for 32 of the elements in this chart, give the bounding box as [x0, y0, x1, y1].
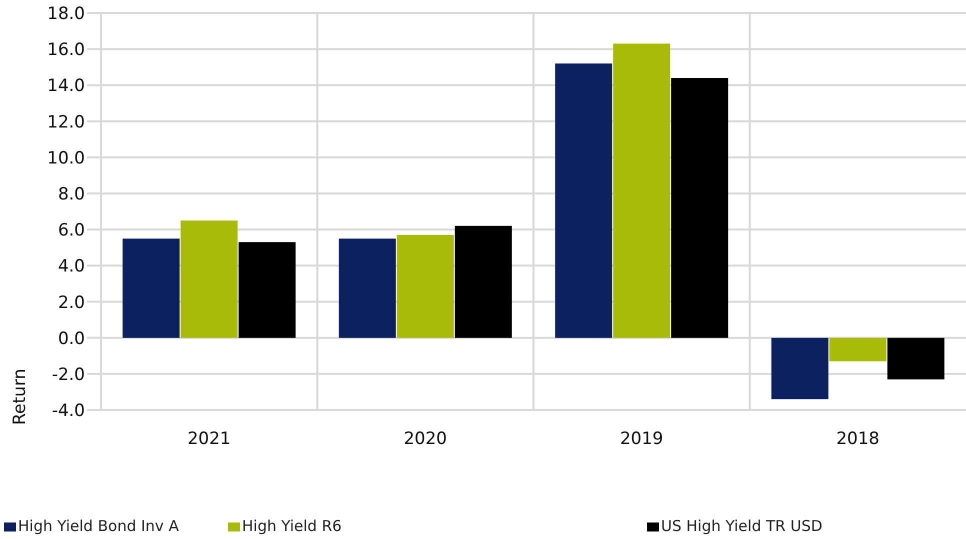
y-tick-label: 18.0: [47, 4, 85, 24]
y-tick-label: 2.0: [58, 292, 85, 313]
y-tick-label: -2.0: [52, 364, 85, 385]
bar: [671, 78, 728, 338]
y-tick-label: 12.0: [47, 112, 85, 132]
bar: [613, 44, 670, 338]
bar: [396, 234, 454, 338]
bar: [454, 226, 512, 338]
y-tick-label: -4.0: [52, 401, 85, 422]
y-tick-label: 16.0: [47, 40, 85, 60]
legend-label: US High Yield TR USD: [661, 517, 824, 535]
x-tick-label: 2021: [187, 429, 231, 449]
y-tick-label: 0.0: [58, 328, 85, 349]
x-tick-label: 2020: [404, 429, 448, 449]
y-tick-label: 10.0: [47, 148, 85, 168]
bar: [238, 242, 296, 338]
y-tick-label: 8.0: [58, 184, 85, 204]
legend-label: High Yield R6: [242, 517, 343, 535]
bar: [338, 238, 396, 338]
y-tick-label: 4.0: [58, 256, 85, 277]
x-tick-label: 2018: [836, 429, 880, 449]
bar: [829, 338, 886, 362]
y-tick-label: 6.0: [58, 220, 85, 241]
bar: [555, 64, 612, 338]
y-axis-title: Return: [10, 368, 30, 425]
x-tick-label: 2019: [620, 429, 664, 449]
y-tick-label: 14.0: [47, 76, 85, 96]
bar: [122, 238, 180, 338]
bar: [180, 220, 238, 338]
bar: [887, 338, 944, 380]
legend-label: High Yield Bond Inv A: [18, 517, 180, 535]
bar: [771, 338, 828, 400]
